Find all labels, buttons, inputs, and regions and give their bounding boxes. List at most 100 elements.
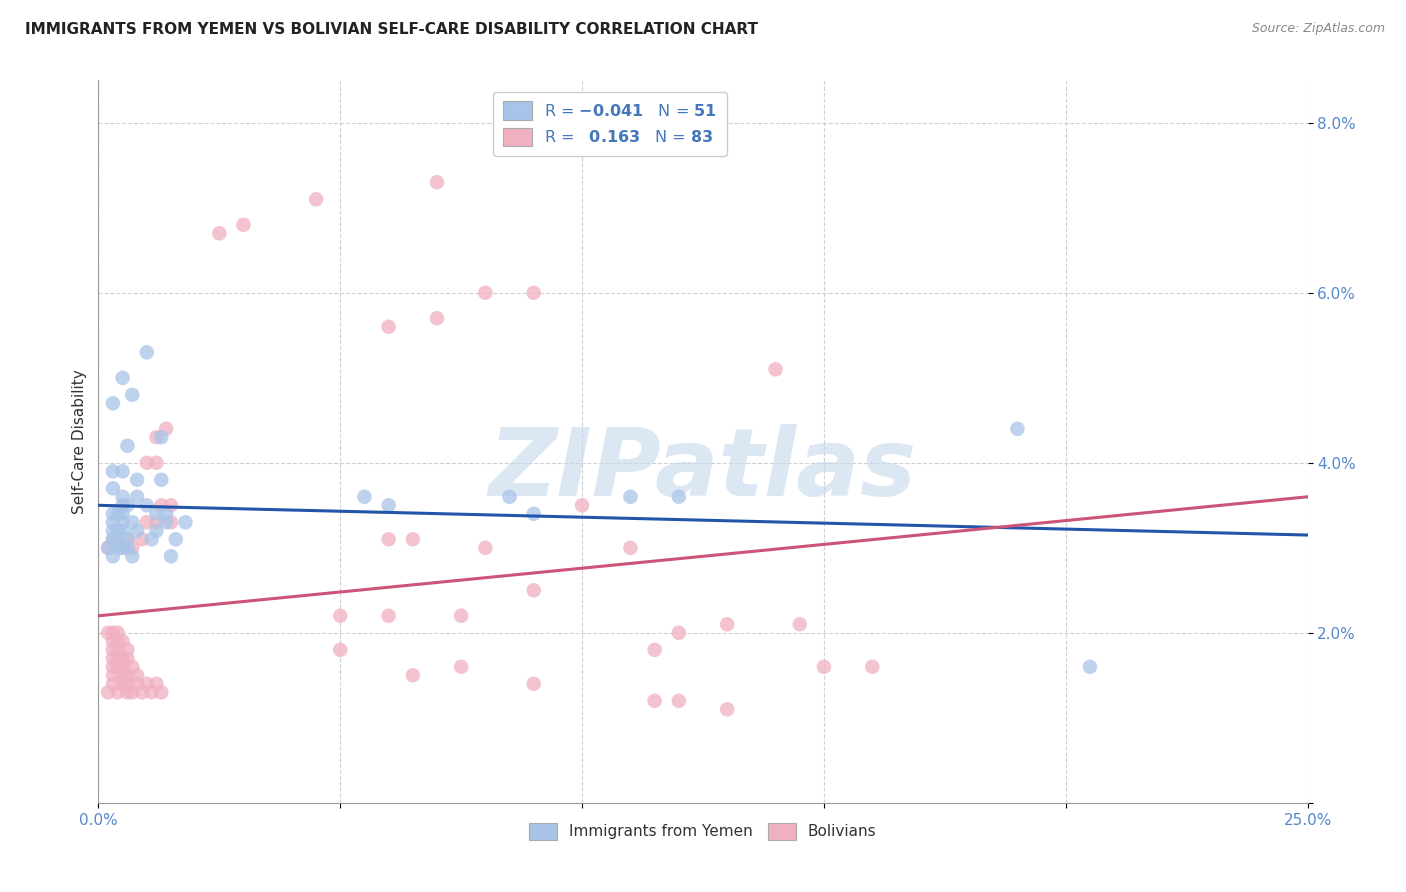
Point: [101, 625, 124, 640]
Point: [668, 694, 690, 708]
Point: [353, 490, 375, 504]
Point: [101, 464, 124, 478]
Point: [121, 660, 143, 674]
Point: [111, 516, 134, 530]
Point: [117, 642, 139, 657]
Point: [131, 533, 153, 547]
Point: [121, 549, 143, 564]
Point: [97, 625, 120, 640]
Point: [160, 516, 183, 530]
Point: [474, 541, 496, 555]
Point: [135, 345, 157, 359]
Point: [117, 651, 139, 665]
Point: [111, 524, 134, 538]
Point: [450, 660, 472, 674]
Point: [145, 516, 167, 530]
Point: [111, 541, 134, 555]
Point: [860, 660, 883, 674]
Point: [135, 456, 157, 470]
Point: [111, 541, 134, 555]
Point: [523, 285, 546, 300]
Point: [141, 685, 163, 699]
Point: [377, 608, 399, 623]
Point: [716, 702, 738, 716]
Point: [107, 634, 129, 648]
Point: [97, 541, 120, 555]
Point: [135, 677, 157, 691]
Point: [165, 533, 187, 547]
Point: [135, 516, 157, 530]
Point: [101, 533, 124, 547]
Point: [765, 362, 787, 376]
Point: [155, 507, 177, 521]
Point: [101, 668, 124, 682]
Point: [101, 549, 124, 564]
Point: [117, 685, 139, 699]
Point: [668, 625, 690, 640]
Point: [117, 541, 139, 555]
Point: [101, 396, 124, 410]
Point: [150, 685, 173, 699]
Point: [107, 685, 129, 699]
Point: [101, 524, 124, 538]
Point: [474, 285, 496, 300]
Point: [121, 516, 143, 530]
Point: [208, 227, 231, 241]
Point: [150, 430, 173, 444]
Point: [145, 430, 167, 444]
Point: [1007, 422, 1029, 436]
Point: [141, 533, 163, 547]
Point: [716, 617, 738, 632]
Point: [789, 617, 811, 632]
Point: [135, 498, 157, 512]
Point: [117, 439, 139, 453]
Point: [402, 668, 425, 682]
Point: [668, 490, 690, 504]
Point: [523, 677, 546, 691]
Point: [111, 668, 134, 682]
Point: [101, 677, 124, 691]
Point: [377, 319, 399, 334]
Point: [121, 541, 143, 555]
Point: [377, 498, 399, 512]
Point: [101, 516, 124, 530]
Point: [571, 498, 593, 512]
Point: [107, 651, 129, 665]
Point: [97, 685, 120, 699]
Point: [813, 660, 835, 674]
Point: [117, 498, 139, 512]
Point: [174, 516, 197, 530]
Point: [111, 507, 134, 521]
Point: [150, 473, 173, 487]
Point: [402, 533, 425, 547]
Point: [111, 634, 134, 648]
Point: [127, 490, 149, 504]
Text: Source: ZipAtlas.com: Source: ZipAtlas.com: [1251, 22, 1385, 36]
Point: [329, 642, 352, 657]
Point: [145, 507, 167, 521]
Point: [121, 388, 143, 402]
Point: [111, 660, 134, 674]
Point: [107, 524, 129, 538]
Point: [101, 507, 124, 521]
Point: [232, 218, 254, 232]
Point: [145, 524, 167, 538]
Point: [101, 660, 124, 674]
Point: [117, 533, 139, 547]
Point: [426, 311, 449, 326]
Point: [450, 608, 472, 623]
Point: [111, 464, 134, 478]
Point: [160, 549, 183, 564]
Point: [107, 507, 129, 521]
Point: [107, 533, 129, 547]
Point: [127, 524, 149, 538]
Point: [101, 634, 124, 648]
Point: [523, 583, 546, 598]
Point: [160, 498, 183, 512]
Point: [127, 668, 149, 682]
Point: [145, 456, 167, 470]
Point: [107, 660, 129, 674]
Point: [498, 490, 520, 504]
Point: [101, 533, 124, 547]
Text: ZIPatlas: ZIPatlas: [489, 425, 917, 516]
